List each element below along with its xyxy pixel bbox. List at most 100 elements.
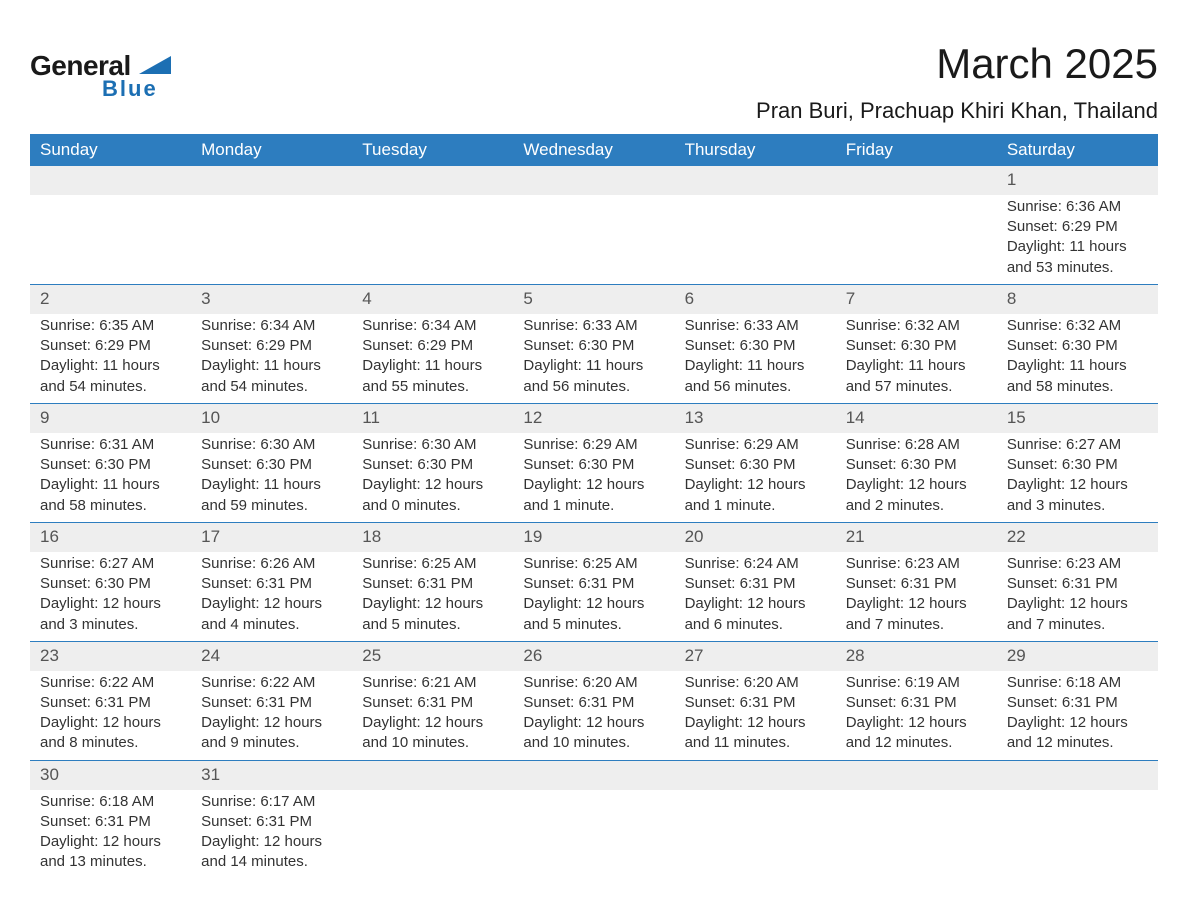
sunset-text: Sunset: 6:31 PM <box>201 693 342 713</box>
daylight-text: Daylight: 12 hours and 9 minutes. <box>201 713 342 754</box>
sunset-text: Sunset: 6:29 PM <box>1007 217 1148 237</box>
day-number-cell <box>513 166 674 195</box>
sunset-text: Sunset: 6:31 PM <box>846 693 987 713</box>
day-detail-cell: Sunrise: 6:31 AMSunset: 6:30 PMDaylight:… <box>30 433 191 523</box>
daylight-text: Daylight: 11 hours and 56 minutes. <box>685 356 826 397</box>
daylight-text: Daylight: 11 hours and 59 minutes. <box>201 475 342 516</box>
day-number-cell: 8 <box>997 284 1158 313</box>
day-detail-cell: Sunrise: 6:25 AMSunset: 6:31 PMDaylight:… <box>352 552 513 642</box>
day-number-cell: 28 <box>836 641 997 670</box>
day-number-cell: 6 <box>675 284 836 313</box>
month-title: March 2025 <box>756 40 1158 88</box>
day-detail-cell: Sunrise: 6:35 AMSunset: 6:29 PMDaylight:… <box>30 314 191 404</box>
day-detail-cell <box>836 195 997 285</box>
day-header: Thursday <box>675 134 836 166</box>
sunset-text: Sunset: 6:30 PM <box>1007 455 1148 475</box>
header: General Blue March 2025 Pran Buri, Prach… <box>30 20 1158 124</box>
day-number-cell: 11 <box>352 403 513 432</box>
day-number-cell <box>997 760 1158 789</box>
sunset-text: Sunset: 6:31 PM <box>40 693 181 713</box>
daylight-text: Daylight: 12 hours and 3 minutes. <box>1007 475 1148 516</box>
daylight-text: Daylight: 12 hours and 1 minute. <box>523 475 664 516</box>
daylight-text: Daylight: 12 hours and 3 minutes. <box>40 594 181 635</box>
day-detail-cell: Sunrise: 6:26 AMSunset: 6:31 PMDaylight:… <box>191 552 352 642</box>
calendar-table: Sunday Monday Tuesday Wednesday Thursday… <box>30 134 1158 879</box>
day-number-cell <box>352 760 513 789</box>
day-number-cell: 27 <box>675 641 836 670</box>
day-detail-cell: Sunrise: 6:20 AMSunset: 6:31 PMDaylight:… <box>675 671 836 761</box>
daylight-text: Daylight: 11 hours and 58 minutes. <box>40 475 181 516</box>
day-number-cell: 5 <box>513 284 674 313</box>
day-detail-cell: Sunrise: 6:27 AMSunset: 6:30 PMDaylight:… <box>30 552 191 642</box>
sunrise-text: Sunrise: 6:34 AM <box>362 316 503 336</box>
day-detail-cell <box>30 195 191 285</box>
day-number-row: 23242526272829 <box>30 641 1158 670</box>
sunrise-text: Sunrise: 6:17 AM <box>201 792 342 812</box>
sunrise-text: Sunrise: 6:28 AM <box>846 435 987 455</box>
day-number-cell <box>30 166 191 195</box>
day-number-cell: 1 <box>997 166 1158 195</box>
sunrise-text: Sunrise: 6:29 AM <box>685 435 826 455</box>
location-text: Pran Buri, Prachuap Khiri Khan, Thailand <box>756 98 1158 124</box>
sunset-text: Sunset: 6:31 PM <box>362 574 503 594</box>
day-number-row: 2345678 <box>30 284 1158 313</box>
day-number-cell: 3 <box>191 284 352 313</box>
day-number-cell: 30 <box>30 760 191 789</box>
day-detail-cell: Sunrise: 6:29 AMSunset: 6:30 PMDaylight:… <box>513 433 674 523</box>
day-number-row: 3031 <box>30 760 1158 789</box>
daylight-text: Daylight: 11 hours and 53 minutes. <box>1007 237 1148 278</box>
daylight-text: Daylight: 12 hours and 13 minutes. <box>40 832 181 873</box>
day-detail-cell: Sunrise: 6:18 AMSunset: 6:31 PMDaylight:… <box>997 671 1158 761</box>
sunrise-text: Sunrise: 6:22 AM <box>40 673 181 693</box>
sunrise-text: Sunrise: 6:25 AM <box>362 554 503 574</box>
day-number-cell: 22 <box>997 522 1158 551</box>
day-number-cell <box>836 760 997 789</box>
day-header: Sunday <box>30 134 191 166</box>
sunset-text: Sunset: 6:30 PM <box>1007 336 1148 356</box>
day-detail-cell <box>675 790 836 879</box>
day-header: Monday <box>191 134 352 166</box>
sunrise-text: Sunrise: 6:22 AM <box>201 673 342 693</box>
daylight-text: Daylight: 11 hours and 58 minutes. <box>1007 356 1148 397</box>
sunset-text: Sunset: 6:31 PM <box>1007 693 1148 713</box>
day-header: Saturday <box>997 134 1158 166</box>
day-header: Wednesday <box>513 134 674 166</box>
daylight-text: Daylight: 11 hours and 55 minutes. <box>362 356 503 397</box>
daylight-text: Daylight: 12 hours and 14 minutes. <box>201 832 342 873</box>
daylight-text: Daylight: 11 hours and 54 minutes. <box>201 356 342 397</box>
sunset-text: Sunset: 6:31 PM <box>40 812 181 832</box>
day-detail-cell: Sunrise: 6:22 AMSunset: 6:31 PMDaylight:… <box>30 671 191 761</box>
day-number-cell: 26 <box>513 641 674 670</box>
day-header-row: Sunday Monday Tuesday Wednesday Thursday… <box>30 134 1158 166</box>
day-detail-cell: Sunrise: 6:21 AMSunset: 6:31 PMDaylight:… <box>352 671 513 761</box>
sunset-text: Sunset: 6:30 PM <box>685 455 826 475</box>
sunset-text: Sunset: 6:29 PM <box>362 336 503 356</box>
day-number-row: 16171819202122 <box>30 522 1158 551</box>
sunset-text: Sunset: 6:31 PM <box>523 693 664 713</box>
sunrise-text: Sunrise: 6:24 AM <box>685 554 826 574</box>
day-detail-cell <box>675 195 836 285</box>
sunset-text: Sunset: 6:30 PM <box>846 336 987 356</box>
sunrise-text: Sunrise: 6:18 AM <box>1007 673 1148 693</box>
sunrise-text: Sunrise: 6:26 AM <box>201 554 342 574</box>
sunset-text: Sunset: 6:30 PM <box>523 336 664 356</box>
day-number-cell: 18 <box>352 522 513 551</box>
day-number-cell: 10 <box>191 403 352 432</box>
day-number-cell: 29 <box>997 641 1158 670</box>
daylight-text: Daylight: 12 hours and 10 minutes. <box>523 713 664 754</box>
daylight-text: Daylight: 12 hours and 7 minutes. <box>846 594 987 635</box>
day-number-cell: 17 <box>191 522 352 551</box>
day-detail-row: Sunrise: 6:22 AMSunset: 6:31 PMDaylight:… <box>30 671 1158 761</box>
logo-triangle-icon <box>139 52 171 79</box>
sunrise-text: Sunrise: 6:30 AM <box>362 435 503 455</box>
day-number-row: 9101112131415 <box>30 403 1158 432</box>
daylight-text: Daylight: 12 hours and 8 minutes. <box>40 713 181 754</box>
day-detail-cell <box>513 790 674 879</box>
day-number-cell: 15 <box>997 403 1158 432</box>
sunset-text: Sunset: 6:30 PM <box>523 455 664 475</box>
day-detail-cell: Sunrise: 6:30 AMSunset: 6:30 PMDaylight:… <box>191 433 352 523</box>
sunset-text: Sunset: 6:30 PM <box>685 336 826 356</box>
day-detail-cell <box>191 195 352 285</box>
day-detail-row: Sunrise: 6:18 AMSunset: 6:31 PMDaylight:… <box>30 790 1158 879</box>
day-detail-cell: Sunrise: 6:32 AMSunset: 6:30 PMDaylight:… <box>997 314 1158 404</box>
